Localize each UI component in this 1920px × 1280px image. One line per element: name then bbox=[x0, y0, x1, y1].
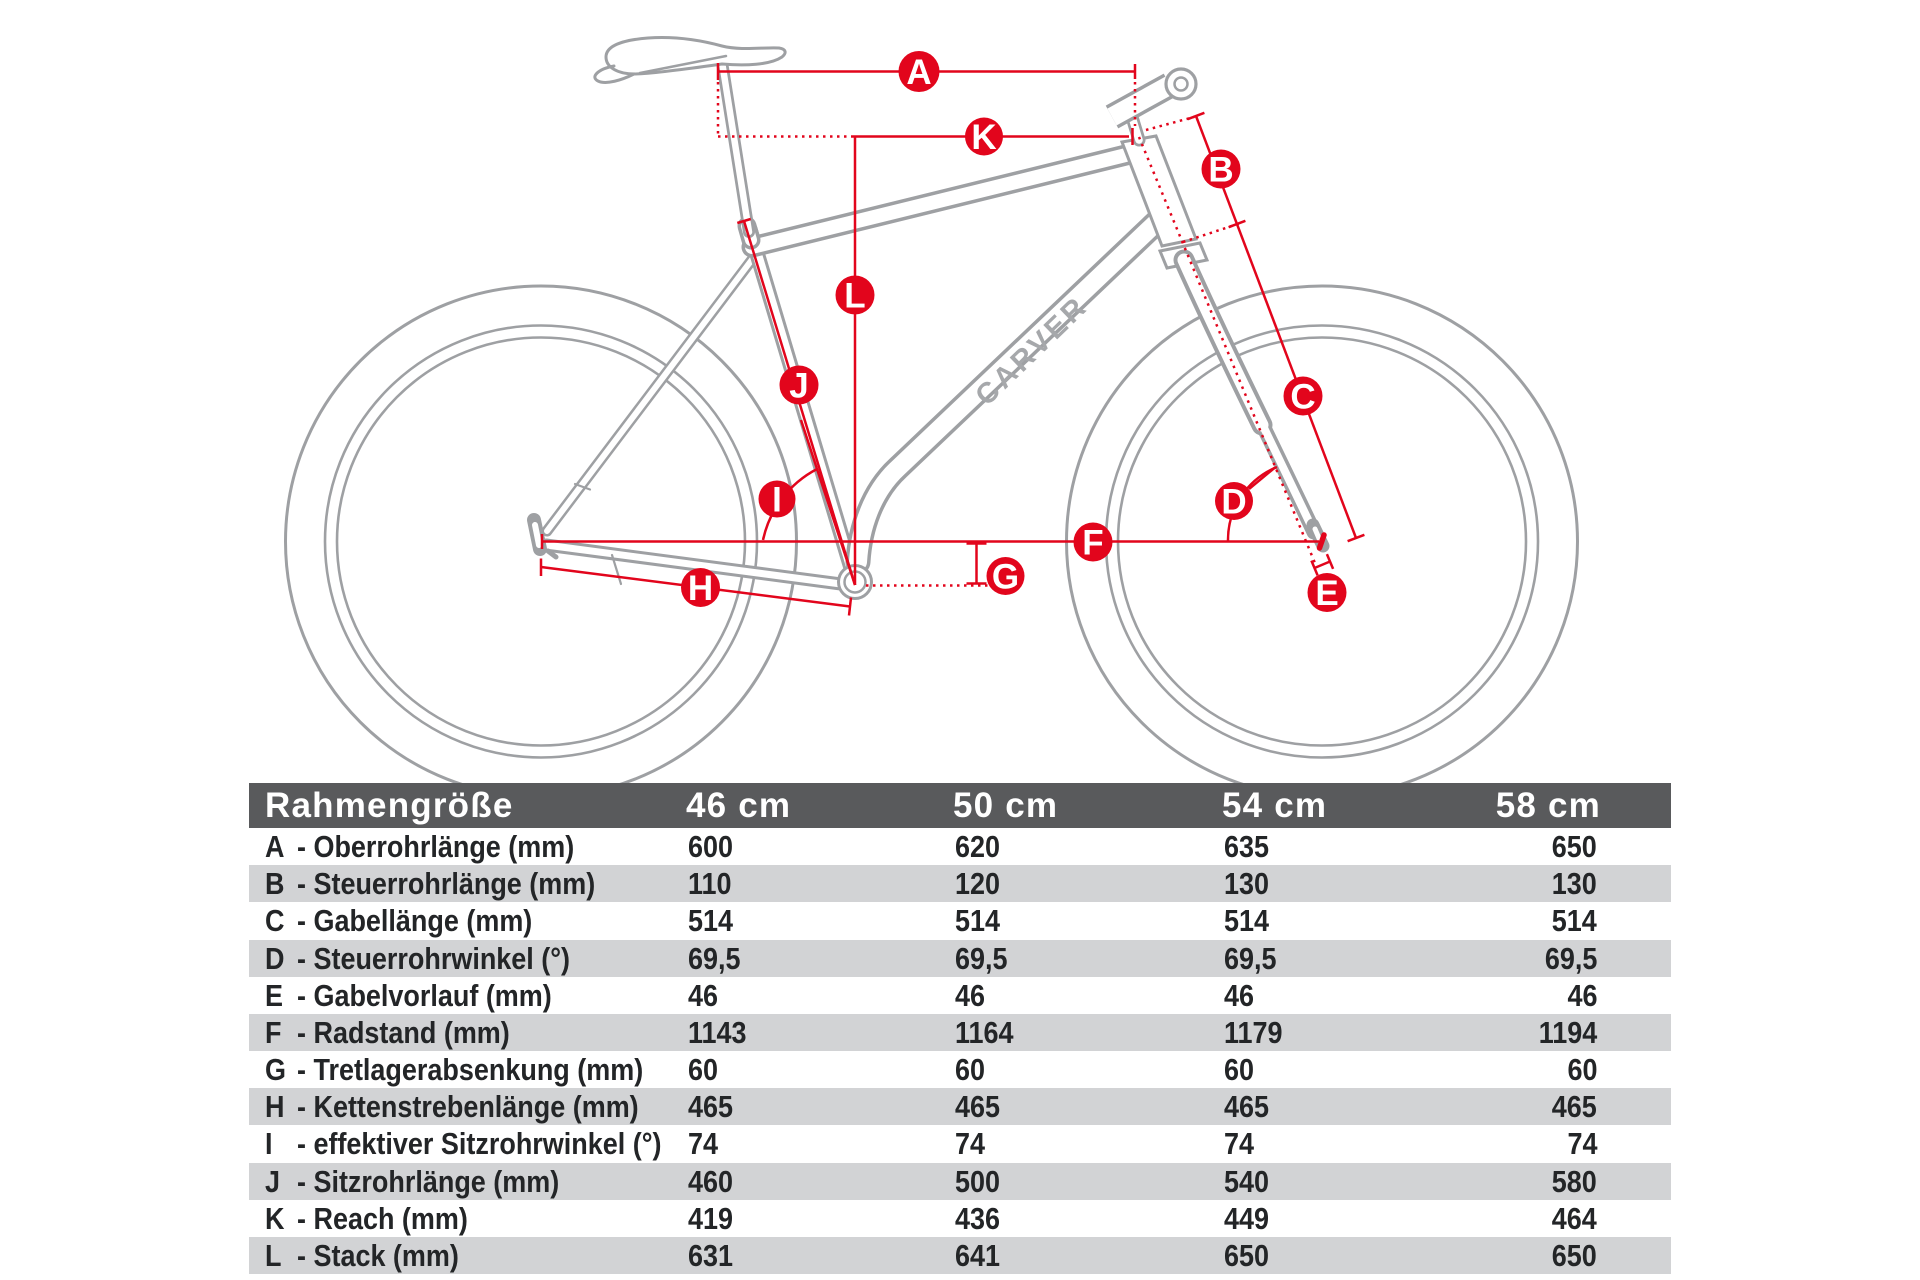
svg-text:A: A bbox=[906, 53, 931, 92]
svg-text:C: C bbox=[1290, 377, 1315, 416]
svg-text:K: K bbox=[971, 118, 996, 157]
svg-text:B: B bbox=[1208, 150, 1233, 189]
svg-text:G: G bbox=[992, 557, 1019, 596]
svg-text:I: I bbox=[772, 480, 782, 519]
svg-text:E: E bbox=[1315, 574, 1338, 613]
svg-text:F: F bbox=[1082, 523, 1103, 562]
svg-text:J: J bbox=[789, 366, 808, 405]
svg-text:D: D bbox=[1221, 482, 1246, 521]
svg-text:H: H bbox=[688, 569, 713, 608]
svg-text:CARVER: CARVER bbox=[970, 290, 1095, 412]
svg-text:L: L bbox=[844, 276, 865, 315]
